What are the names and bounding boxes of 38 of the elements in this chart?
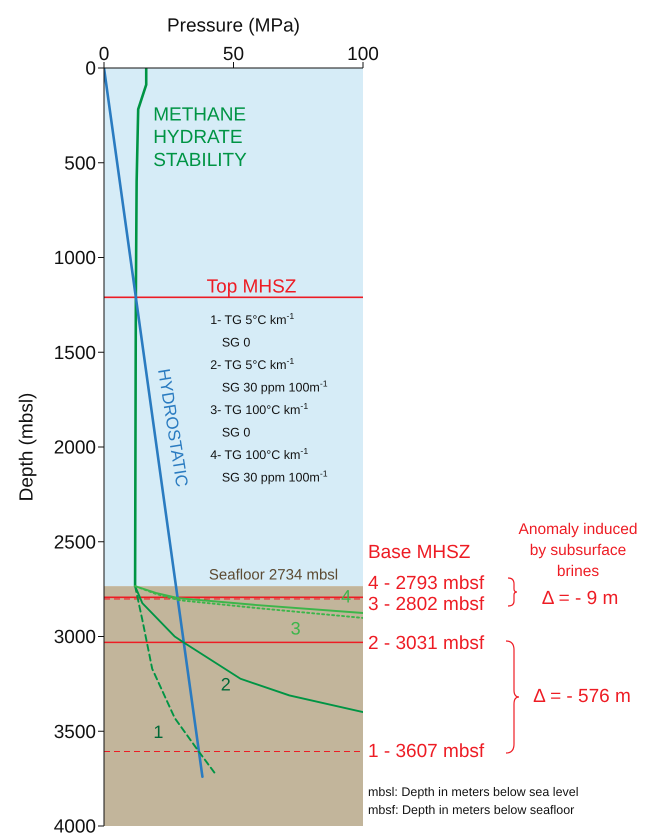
text: Δ = - 9 m [542, 588, 618, 609]
text: 4 - 2793 mbsf [368, 573, 485, 594]
text: Δ = - 576 m [533, 686, 631, 707]
annotation: SG 0 [222, 426, 250, 440]
text: 1 - 3607 mbsf [368, 741, 485, 762]
x-tick-label: 50 [222, 44, 244, 65]
annotation: SG 30 ppm 100m$^{-1}$ [222, 468, 328, 485]
series-label: 3 [290, 618, 301, 638]
annotation: 4- TG 100°C km$^{-1}$ [210, 446, 308, 462]
text: Base MHSZ [368, 542, 471, 563]
y-tick-label: 0 [85, 58, 96, 80]
y-tick-label: 2000 [54, 438, 96, 459]
y-axis-title: Depth (mbsl) [16, 392, 38, 502]
y-tick-label: 3500 [54, 722, 96, 743]
band-label: Seafloor 2734 mbsl [208, 566, 338, 584]
x-axis-title: Pressure (MPa) [166, 15, 300, 36]
ref-line-label: Top MHSZ [206, 276, 297, 298]
annotation: SG 0 [222, 336, 250, 350]
text: mbsl: Depth in meters below sea level [368, 785, 579, 799]
y-tick-label: 4000 [54, 816, 96, 836]
y-tick-label: 500 [64, 153, 96, 174]
x-tick-label: 100 [347, 44, 379, 65]
series-label: 2 [220, 674, 231, 694]
text: 2 - 3031 mbsf [368, 633, 485, 654]
text: Anomaly induced by subsurface brines [518, 521, 638, 580]
annotation: SG 30 ppm 100m$^{-1}$ [222, 378, 328, 395]
y-tick-label: 2500 [54, 532, 96, 554]
annotation: 2- TG 5°C km$^{-1}$ [210, 356, 294, 372]
text: 3 - 2802 mbsf [368, 594, 485, 615]
y-tick-label: 3000 [54, 627, 96, 648]
series-label: 1 [153, 722, 164, 742]
annotation: 1- TG 5°C km$^{-1}$ [210, 311, 294, 328]
annotation: 3- TG 100°C km$^{-1}$ [210, 401, 308, 418]
y-tick-label: 1000 [54, 248, 96, 270]
y-tick-label: 1500 [54, 342, 96, 364]
text: mbsf: Depth in meters below seafloor [368, 803, 574, 817]
series-label: METHANE HYDRATE STABILITY [153, 104, 248, 171]
x-tick-label: 0 [98, 44, 110, 65]
